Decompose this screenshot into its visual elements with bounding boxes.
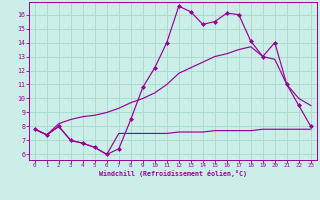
X-axis label: Windchill (Refroidissement éolien,°C): Windchill (Refroidissement éolien,°C) — [99, 170, 247, 177]
